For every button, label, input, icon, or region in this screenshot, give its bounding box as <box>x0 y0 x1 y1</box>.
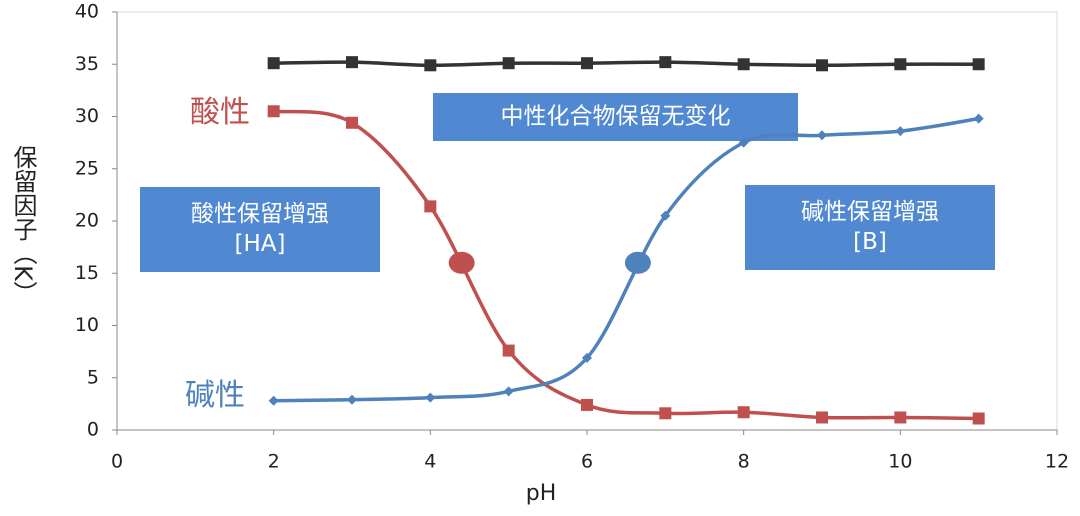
point <box>816 59 828 72</box>
y-tick-label: 40 <box>75 1 99 23</box>
x-tick-label: 0 <box>111 451 123 473</box>
point <box>895 126 906 137</box>
point <box>425 392 436 403</box>
x-tick-label: 4 <box>424 451 436 473</box>
y-tick-label: 35 <box>75 53 99 75</box>
point <box>973 113 984 124</box>
point <box>424 59 437 72</box>
point <box>502 344 515 357</box>
annotation-text: 碱性保留增强 <box>801 199 939 225</box>
y-tick-label: 15 <box>75 262 99 284</box>
x-axis-label: pH <box>526 481 557 506</box>
y-axis-label: 保留因子（K） <box>9 145 37 305</box>
y-tick-label: 25 <box>75 157 99 179</box>
point <box>894 58 907 71</box>
x-tick-label: 10 <box>888 451 912 473</box>
series-line <box>273 116 979 403</box>
annotation-text: 酸性保留增强 <box>191 201 329 227</box>
point <box>972 58 985 71</box>
point <box>659 407 672 420</box>
series-label: 碱性 <box>185 378 245 413</box>
point <box>267 57 280 70</box>
point <box>659 56 672 69</box>
point <box>503 386 514 397</box>
y-tick-label: 5 <box>87 366 99 388</box>
point <box>268 395 279 406</box>
x-tick-label: 2 <box>268 451 280 473</box>
series-label: 酸性 <box>190 95 250 130</box>
annotation-text: 中性化合物保留无变化 <box>501 104 731 130</box>
point <box>347 394 357 405</box>
annotation-box <box>745 185 995 270</box>
y-tick-label: 0 <box>87 419 99 441</box>
point <box>737 58 750 71</box>
point <box>582 352 592 363</box>
point <box>581 57 593 70</box>
point <box>972 412 985 425</box>
y-tick-label: 30 <box>75 105 99 127</box>
x-tick-label: 12 <box>1045 451 1069 473</box>
x-tick-label: 8 <box>738 451 750 473</box>
point <box>502 57 515 70</box>
annotation-text: [B] <box>853 229 887 255</box>
highlight-point <box>448 251 475 274</box>
annotation-box <box>140 187 380 272</box>
annotation-box <box>433 93 798 141</box>
point <box>267 105 280 118</box>
point <box>581 398 593 411</box>
x-tick-label: 6 <box>581 451 593 473</box>
point <box>894 411 907 424</box>
series-line <box>273 60 979 68</box>
point <box>660 210 671 221</box>
point <box>817 130 827 141</box>
y-tick-label: 10 <box>75 314 99 336</box>
point <box>738 137 749 148</box>
annotation-text: [HA] <box>235 231 286 257</box>
point <box>346 116 358 129</box>
point <box>346 56 358 69</box>
highlight-point <box>624 251 651 274</box>
point <box>816 411 828 424</box>
point <box>424 200 437 213</box>
point <box>737 406 750 419</box>
y-tick-label: 20 <box>75 210 99 232</box>
